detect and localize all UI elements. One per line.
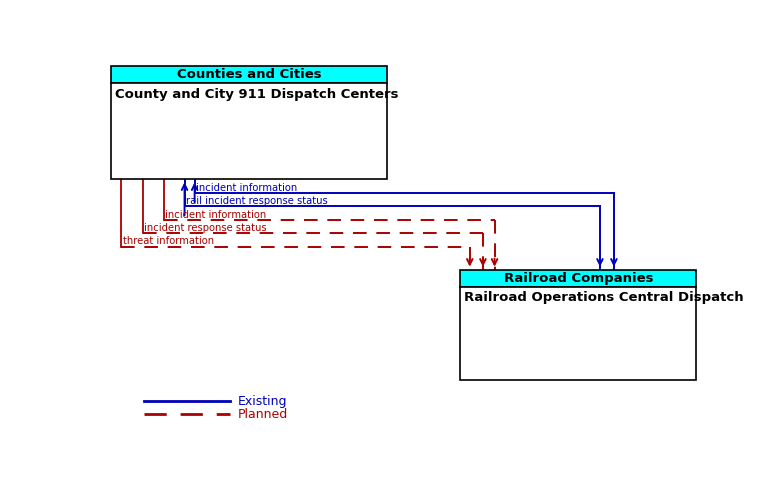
Text: Railroad Companies: Railroad Companies [504, 272, 653, 285]
Text: rail incident response status: rail incident response status [186, 196, 328, 205]
Bar [461, 287, 696, 380]
Bar [461, 270, 696, 287]
Text: Railroad Operations Central Dispatch: Railroad Operations Central Dispatch [465, 291, 744, 304]
Text: County and City 911 Dispatch Centers: County and City 911 Dispatch Centers [115, 88, 398, 101]
Text: threat information: threat information [123, 236, 213, 246]
Text: incident information: incident information [165, 209, 267, 219]
Text: Existing: Existing [237, 395, 287, 408]
Text: incident information: incident information [196, 182, 297, 192]
Bar [111, 66, 387, 83]
Bar [111, 83, 387, 179]
Text: Planned: Planned [237, 408, 288, 421]
Text: Counties and Cities: Counties and Cities [177, 68, 321, 81]
Text: incident response status: incident response status [144, 222, 267, 232]
